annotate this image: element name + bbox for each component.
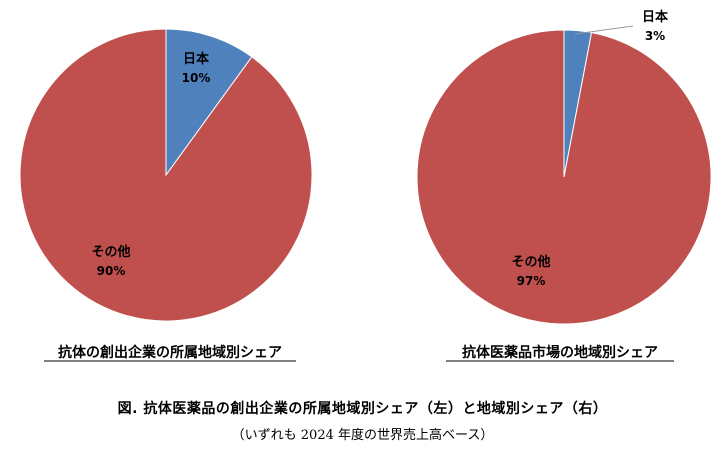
slice-label-right-japan-name: 日本: [642, 9, 668, 25]
slice-label-right-other-name: その他: [511, 254, 550, 270]
pie-chart-left: 日本 10% その他 90% 抗体の創出企業の所属地域別シェア: [19, 28, 313, 362]
chart-title-left: 抗体の創出企業の所属地域別シェア: [58, 344, 282, 361]
pie-slice-left-japan: [165, 28, 253, 177]
slice-label-left-other-percent: 90%: [97, 264, 126, 278]
slice-label-left-japan-percent: 10%: [182, 71, 211, 85]
chart-title-right: 抗体医薬品市場の地域別シェア: [462, 344, 658, 361]
figure-caption-note: （いずれも 2024 年度の世界売上高ベース）: [231, 428, 494, 443]
slice-label-left-japan-name: 日本: [183, 51, 209, 67]
slice-label-right-japan-percent: 3%: [645, 29, 665, 43]
pie-chart-right: 日本 3% その他 97% 抗体医薬品市場の地域別シェア: [416, 9, 712, 362]
figure-caption: 図. 抗体医薬品の創出企業の所属地域別シェア（左）と地域別シェア（右）: [117, 401, 608, 417]
slice-label-left-other-name: その他: [91, 244, 130, 260]
slice-label-right-other-percent: 97%: [517, 274, 546, 288]
pie-slice-right-other: [416, 29, 712, 325]
pie-slice-left-other: [19, 28, 313, 322]
leader-line-right-japan: [574, 25, 634, 35]
